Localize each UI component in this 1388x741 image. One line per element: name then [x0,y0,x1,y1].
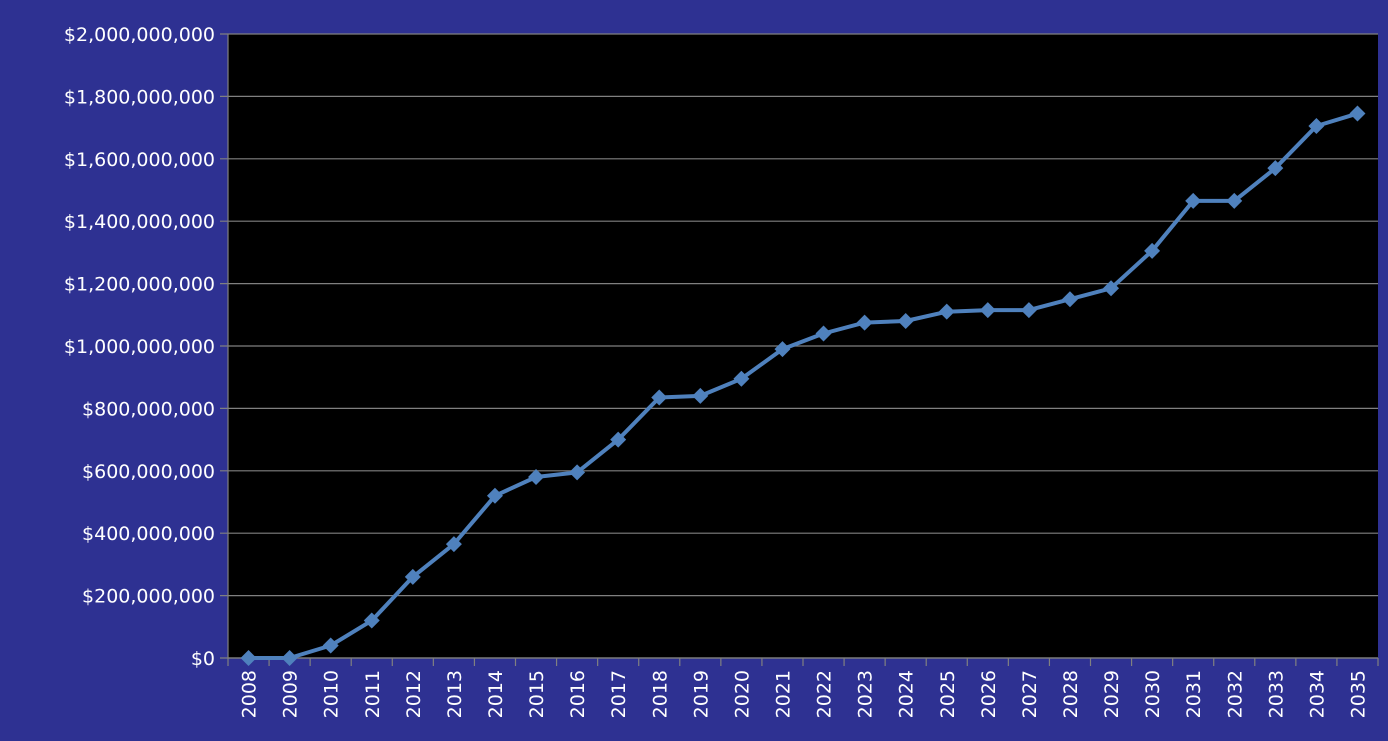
x-tick-label: 2034 [1306,670,1328,718]
data-point-marker [651,389,668,406]
x-tick-label: 2013 [444,670,466,718]
x-tick-label: 2017 [608,670,630,718]
x-tick-label: 2023 [855,670,877,718]
x-tick-label: 2014 [485,670,507,718]
x-tick-label: 2016 [567,670,589,718]
y-tick-label: $400,000,000 [82,523,215,545]
x-tick-label: 2029 [1101,670,1123,718]
data-point-marker [897,313,914,330]
data-point-marker [1020,302,1037,319]
data-point-marker [1226,192,1243,209]
x-axis-tick-labels: 2008 2009 2010 2011 2012 2013 2014 2015 2016 2017… [239,670,1370,718]
data-point-marker [815,325,832,342]
data-point-marker [1061,291,1078,308]
data-point-marker [856,314,873,331]
x-tick-label: 2027 [1019,670,1041,718]
gridlines [220,33,1379,666]
data-point-marker [404,568,421,585]
x-tick-label: 2030 [1142,670,1164,718]
data-point-marker [1267,160,1284,177]
x-tick-label: 2019 [690,670,712,718]
y-tick-label: $600,000,000 [82,461,215,483]
x-tick-label: 2032 [1224,670,1246,718]
x-tick-label: 2025 [937,670,959,718]
data-point-marker [733,370,750,387]
y-tick-label: $0 [191,648,215,670]
y-tick-label: $200,000,000 [82,586,215,608]
data-point-marker [322,637,339,654]
data-point-marker [979,302,996,319]
x-tick-label: 2031 [1183,670,1205,718]
x-tick-label: 2024 [896,670,918,718]
data-point-marker [1103,280,1120,297]
y-tick-label: $2,000,000,000 [64,24,215,46]
y-tick-label: $1,400,000,000 [64,211,215,233]
data-point-marker [1349,105,1366,122]
data-point-marker [486,487,503,504]
data-point-marker [1144,242,1161,259]
data-point-marker [528,469,545,486]
x-tick-label: 2028 [1060,670,1082,718]
x-tick-label: 2015 [526,670,548,718]
x-tick-label: 2033 [1265,670,1287,718]
data-point-marker [445,536,462,553]
x-tick-label: 2020 [731,670,753,718]
data-point-marker [363,612,380,629]
y-axis-tick-labels: $0 $200,000,000 $400,000,000 $600,000,000 $8… [64,24,215,670]
data-point-marker [938,303,955,320]
x-tick-label: 2010 [321,670,343,718]
y-tick-label: $1,000,000,000 [64,336,215,358]
series-line [248,111,1359,660]
x-tick-label: 2008 [239,670,261,718]
x-tick-label: 2035 [1347,670,1369,718]
data-point-marker [1185,192,1202,209]
data-point-marker [569,464,586,481]
y-tick-label: $1,200,000,000 [64,274,215,296]
series-layer [240,105,1366,666]
x-tick-label: 2026 [978,670,1000,718]
x-tick-label: 2011 [362,670,384,718]
x-tick-label: 2009 [280,670,302,718]
x-tick-label: 2018 [649,670,671,718]
data-point-marker [281,650,298,666]
data-point-marker [610,431,627,448]
y-tick-label: $1,600,000,000 [64,149,215,171]
data-point-marker [774,341,791,358]
data-point-marker [692,387,709,404]
x-tick-label: 2022 [814,670,836,718]
x-tick-label: 2012 [403,670,425,718]
y-tick-label: $1,800,000,000 [64,86,215,108]
data-point-marker [1308,118,1325,135]
data-point-marker [240,650,257,666]
y-tick-label: $800,000,000 [82,398,215,420]
x-tick-label: 2021 [772,670,794,718]
